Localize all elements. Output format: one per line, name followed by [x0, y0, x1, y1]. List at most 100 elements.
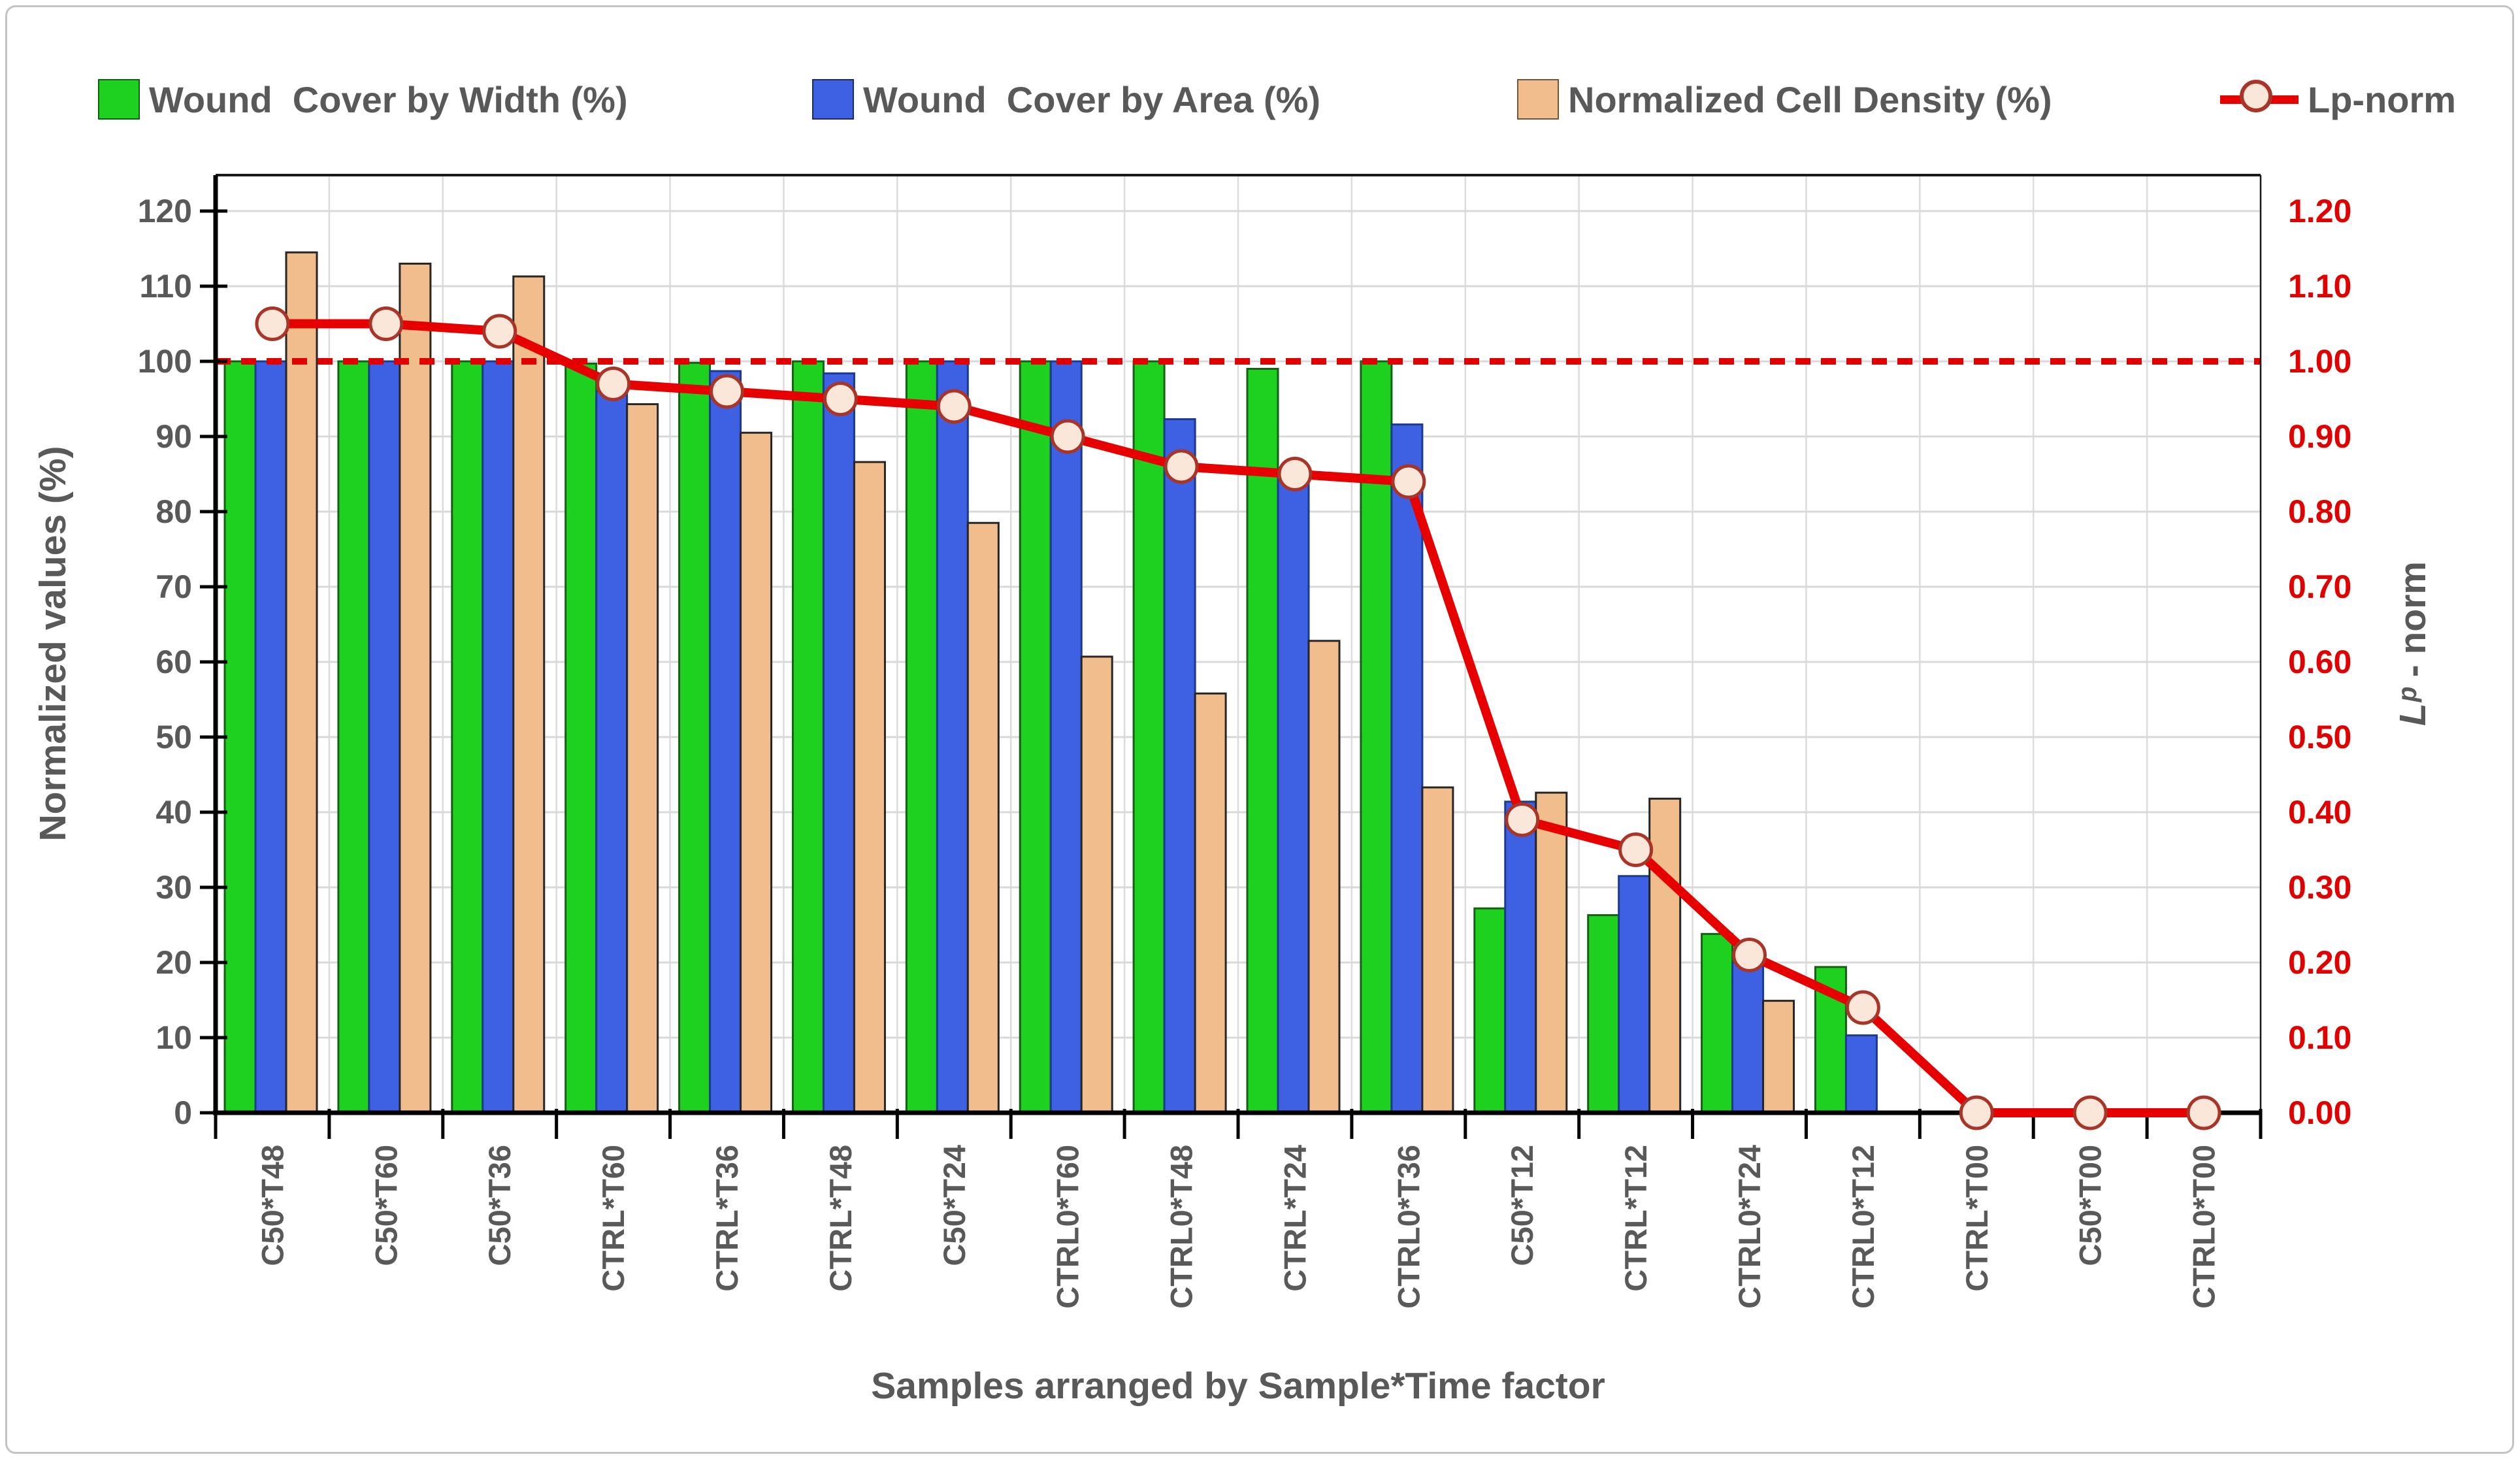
category-label: CTRL0*T00 — [2187, 1145, 2221, 1309]
right-axis-tick-label: 0.20 — [2288, 944, 2351, 981]
category-label: CTRL0*T36 — [1391, 1145, 1426, 1309]
left-axis-tick-label: 50 — [155, 719, 192, 755]
lp-norm-marker — [482, 314, 517, 349]
lp-norm-marker — [823, 382, 858, 416]
left-axis-tick-label: 60 — [155, 644, 192, 680]
legend-item-wound-cover-width: Wound Cover by Width (%) — [98, 60, 628, 139]
legend-swatch-tan — [1517, 79, 1559, 120]
category-label: CTRL*T24 — [1277, 1145, 1312, 1292]
legend-label: Wound Cover by Width (%) — [149, 78, 628, 120]
bar — [1421, 786, 1454, 1114]
bar — [1390, 423, 1424, 1114]
left-axis-tick-label: 70 — [155, 568, 192, 605]
left-axis-tick-label: 30 — [155, 869, 192, 906]
lp-norm-marker — [710, 374, 744, 409]
bar — [337, 360, 370, 1114]
bar — [1731, 961, 1765, 1114]
bar — [791, 360, 825, 1114]
bar — [1535, 791, 1568, 1114]
bar — [709, 370, 742, 1114]
left-axis-tick-label: 120 — [138, 193, 192, 229]
left-axis-tick-label: 110 — [139, 268, 192, 304]
bar — [223, 360, 257, 1114]
right-axis-tick-label: 0.00 — [2288, 1094, 2351, 1131]
right-axis-tick-label: 1.10 — [2288, 268, 2351, 304]
bar — [1080, 655, 1113, 1114]
left-axis-title: Normalized values (%) — [32, 446, 74, 841]
bar — [822, 372, 855, 1114]
category-label: C50*T12 — [1505, 1145, 1539, 1266]
bar — [905, 360, 938, 1114]
legend: Wound Cover by Width (%) Wound Cover by … — [0, 60, 2520, 139]
lp-norm-marker — [1164, 449, 1199, 484]
category-label: CTRL*T48 — [823, 1145, 858, 1292]
left-axis-tick-label: 10 — [155, 1019, 192, 1056]
left-axis-tick-label: 100 — [138, 343, 192, 380]
category-label: C50*T36 — [482, 1145, 517, 1266]
lp-norm-marker — [596, 367, 631, 401]
right-axis-tick-label: 0.30 — [2288, 869, 2351, 906]
legend-swatch-blue — [812, 79, 854, 120]
bar — [285, 251, 318, 1114]
x-axis-title: Samples arranged by Sample*Time factor — [871, 1365, 1605, 1407]
right-axis-title: Lᵖ - norm — [2392, 561, 2434, 726]
lp-norm-marker — [2072, 1095, 2108, 1130]
lp-norm-marker — [1505, 802, 1540, 837]
bar — [368, 360, 401, 1114]
lp-norm-line — [272, 319, 2204, 1117]
bar — [1844, 1034, 1878, 1114]
left-axis-tick-label: 0 — [174, 1094, 192, 1131]
category-label: C50*T48 — [255, 1145, 289, 1266]
category-label: CTRL*T00 — [1959, 1145, 1994, 1292]
category-label: C50*T00 — [2073, 1145, 2108, 1266]
bar — [1277, 476, 1310, 1114]
legend-item-cell-density: Normalized Cell Density (%) — [1517, 60, 2052, 139]
category-label: CTRL0*T60 — [1051, 1145, 1085, 1309]
left-axis-tick-label: 80 — [155, 493, 192, 530]
legend-swatch-green — [98, 79, 140, 120]
category-label: CTRL0*T12 — [1846, 1145, 1880, 1309]
right-axis-tick-label: 0.90 — [2288, 418, 2351, 455]
legend-item-wound-cover-area: Wound Cover by Area (%) — [812, 60, 1320, 139]
bar — [678, 361, 712, 1114]
bar — [1504, 800, 1537, 1114]
bar — [1762, 1000, 1795, 1114]
bar — [1473, 907, 1507, 1114]
lp-norm-marker-icon — [2220, 78, 2299, 120]
right-axis-tick-label: 1.20 — [2288, 193, 2351, 229]
bar — [936, 360, 969, 1114]
bar — [1648, 797, 1682, 1114]
right-axis-tick-label: 0.50 — [2288, 719, 2351, 755]
bar — [853, 461, 886, 1114]
legend-label: Wound Cover by Area (%) — [863, 78, 1321, 120]
bar — [966, 521, 1000, 1114]
right-axis-tick-label: 0.80 — [2288, 493, 2351, 530]
right-axis-tick-label: 1.00 — [2288, 343, 2351, 380]
bar — [1049, 360, 1083, 1114]
lp-norm-marker — [1050, 419, 1085, 454]
bar — [740, 431, 773, 1114]
right-axis-tick-label: 0.70 — [2288, 568, 2351, 605]
category-label: C50*T60 — [368, 1145, 403, 1266]
legend-label: Lp-norm — [2308, 78, 2457, 120]
lp-norm-marker — [1732, 938, 1767, 972]
bar — [1618, 875, 1651, 1114]
bar — [1019, 360, 1052, 1114]
lp-norm-marker — [1845, 990, 1880, 1025]
bar — [1246, 368, 1279, 1114]
right-axis-tick-label: 0.10 — [2288, 1019, 2351, 1056]
category-label: CTRL*T60 — [596, 1145, 630, 1292]
category-label: CTRL*T12 — [1618, 1145, 1653, 1292]
lp-norm-marker — [368, 306, 404, 341]
bar — [1163, 418, 1196, 1114]
left-axis-tick-label: 90 — [155, 418, 192, 455]
bar — [595, 390, 629, 1114]
lp-norm-marker — [936, 389, 972, 424]
legend-item-lp-norm: Lp-norm — [2220, 60, 2456, 139]
bar — [1701, 932, 1734, 1114]
bar — [1587, 914, 1620, 1114]
left-axis-tick-label: 40 — [155, 794, 192, 830]
legend-label: Normalized Cell Density (%) — [1568, 78, 2052, 120]
category-label: CTRL0*T48 — [1164, 1145, 1199, 1309]
